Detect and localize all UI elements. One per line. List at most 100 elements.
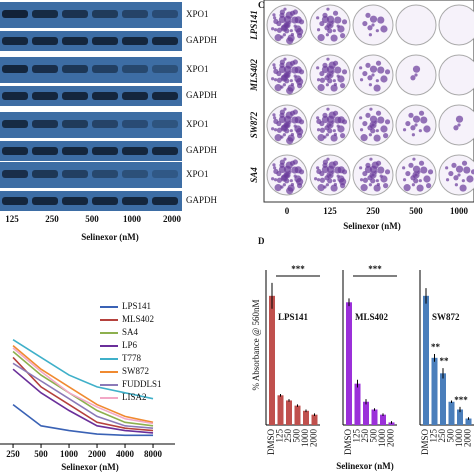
colony <box>453 175 459 181</box>
chart-name: LPS141 <box>278 312 309 322</box>
colony <box>325 33 329 37</box>
colony <box>402 128 407 132</box>
bar <box>465 418 472 425</box>
category-label: 500 <box>292 429 302 443</box>
legend-label: SW872 <box>122 366 149 376</box>
dose-label: 1000 <box>123 214 142 224</box>
colony <box>283 157 287 161</box>
band <box>2 10 28 18</box>
colony <box>273 128 278 132</box>
colony <box>371 23 375 27</box>
colony <box>369 15 378 23</box>
colony <box>368 83 372 87</box>
colony <box>296 128 304 136</box>
blot-gapdh <box>0 86 182 106</box>
colony <box>459 184 467 192</box>
colony <box>319 127 326 133</box>
bar <box>294 405 301 425</box>
colony <box>282 183 286 187</box>
band <box>2 120 28 128</box>
colony <box>359 178 364 182</box>
colony <box>286 37 294 45</box>
colony <box>411 133 415 137</box>
colony <box>326 7 330 11</box>
category-label: DMSO <box>420 429 430 456</box>
colony <box>274 34 282 42</box>
colony <box>360 134 368 142</box>
category-label: 500 <box>446 429 456 443</box>
colony <box>384 169 391 175</box>
colony <box>461 179 465 183</box>
colony <box>375 179 379 183</box>
colony <box>410 75 416 81</box>
colony <box>426 183 432 189</box>
x-label: Selinexor (nM) <box>343 221 401 231</box>
colony <box>423 125 431 133</box>
colony <box>317 184 325 192</box>
colony <box>327 128 333 134</box>
colony <box>316 166 320 170</box>
colony <box>316 16 320 20</box>
y-label: % Absorbance @ 560nM <box>251 299 261 390</box>
colony <box>280 35 284 39</box>
colony <box>272 163 276 167</box>
bar <box>363 401 369 425</box>
colony <box>279 59 285 65</box>
cell-line: SW872 <box>249 111 259 138</box>
colony <box>371 161 379 169</box>
colony <box>285 161 293 169</box>
legend-label: MLS402 <box>122 314 154 324</box>
colony <box>279 9 285 15</box>
colony <box>330 134 338 142</box>
bar <box>448 401 455 425</box>
band <box>122 170 148 178</box>
colony <box>362 120 368 127</box>
legend-label: T778 <box>122 353 141 363</box>
colony <box>293 74 297 78</box>
colony <box>373 134 381 142</box>
sig: *** <box>368 264 382 274</box>
colony <box>273 116 277 120</box>
colony <box>290 82 295 87</box>
legend-label: LP6 <box>122 340 138 350</box>
colony <box>316 66 320 70</box>
band <box>152 37 178 45</box>
colony <box>285 111 293 119</box>
band <box>92 65 118 73</box>
colony <box>293 124 297 128</box>
colony <box>376 182 381 187</box>
band <box>92 37 118 45</box>
colony <box>280 85 284 89</box>
colony <box>337 116 345 124</box>
colony <box>414 123 418 127</box>
bar <box>346 302 352 425</box>
category-label: 125 <box>429 429 439 443</box>
colony <box>325 183 329 187</box>
colony <box>373 184 381 192</box>
colony <box>278 15 287 24</box>
colony <box>369 107 373 111</box>
colony <box>375 60 382 66</box>
colony <box>380 75 388 83</box>
colony <box>380 25 388 33</box>
colony <box>380 125 388 133</box>
band <box>2 65 28 73</box>
colony <box>341 19 348 25</box>
band <box>32 65 58 73</box>
colony <box>272 63 276 67</box>
band <box>122 120 148 128</box>
band <box>32 92 58 100</box>
bar <box>423 295 429 425</box>
category-label: 1000 <box>300 429 310 448</box>
colony <box>273 66 277 70</box>
band <box>122 65 148 73</box>
legend-label: LISA2 <box>122 392 147 402</box>
colony <box>334 16 342 24</box>
category-label: 250 <box>283 429 293 443</box>
colony <box>359 166 363 170</box>
colony <box>273 166 277 170</box>
colony <box>412 115 421 123</box>
band <box>62 10 88 18</box>
category-label: 1000 <box>377 429 387 448</box>
x-tick-label: 250 <box>6 449 20 459</box>
